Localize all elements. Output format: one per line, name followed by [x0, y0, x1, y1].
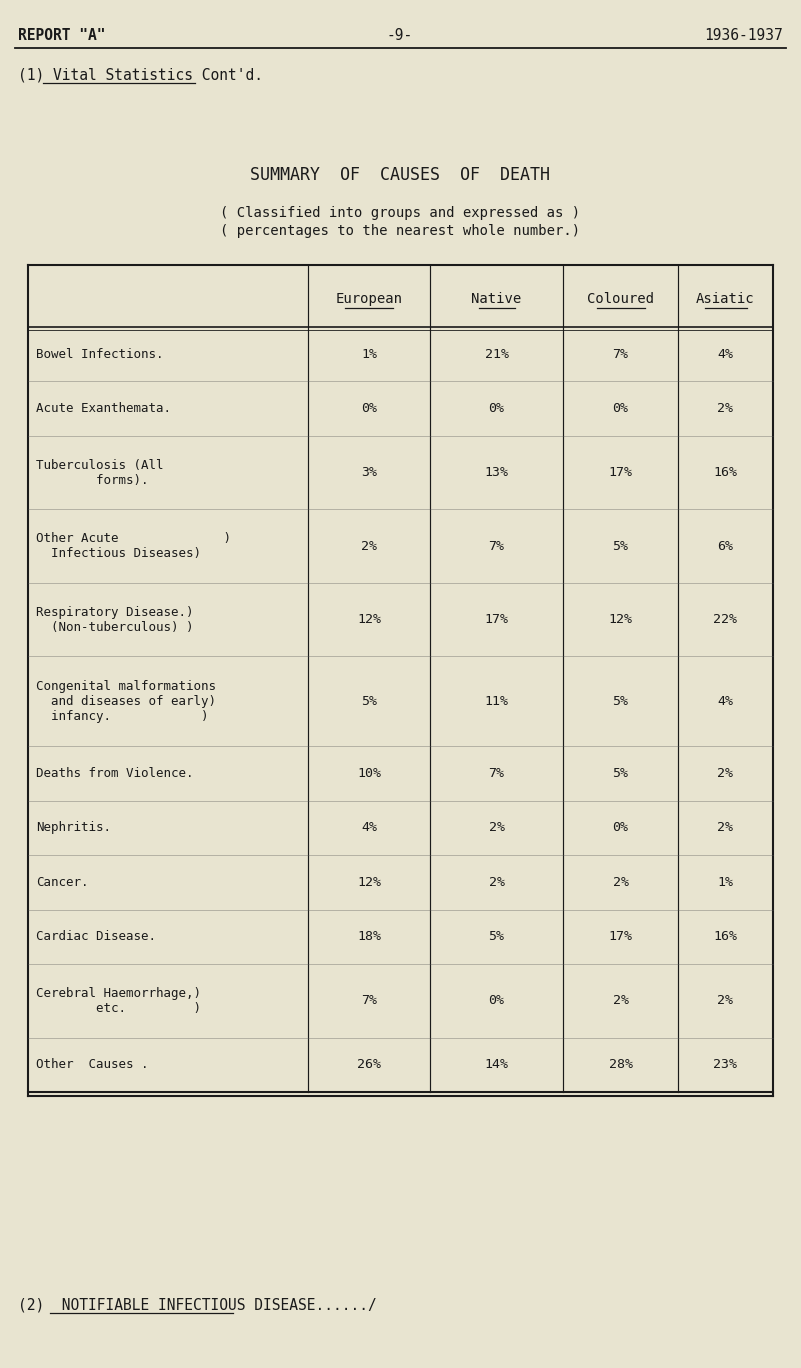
- Text: Asiatic: Asiatic: [696, 293, 755, 306]
- Text: 16%: 16%: [714, 930, 738, 944]
- Text: 2%: 2%: [718, 995, 734, 1007]
- Text: 4%: 4%: [718, 347, 734, 361]
- Text: 4%: 4%: [718, 695, 734, 707]
- Text: ( percentages to the nearest whole number.): ( percentages to the nearest whole numbe…: [220, 224, 580, 238]
- Text: 0%: 0%: [613, 402, 629, 415]
- Text: (2)  NOTIFIABLE INFECTIOUS DISEASE....../: (2) NOTIFIABLE INFECTIOUS DISEASE....../: [18, 1297, 376, 1312]
- Text: Cardiac Disease.: Cardiac Disease.: [36, 930, 156, 944]
- Text: 7%: 7%: [613, 347, 629, 361]
- Text: 2%: 2%: [613, 876, 629, 889]
- Text: 14%: 14%: [485, 1059, 509, 1071]
- Text: Acute Exanthemata.: Acute Exanthemata.: [36, 402, 171, 415]
- Text: Congenital malformations: Congenital malformations: [36, 680, 216, 692]
- Text: 18%: 18%: [357, 930, 381, 944]
- Text: Infectious Diseases): Infectious Diseases): [36, 547, 201, 560]
- Text: 2%: 2%: [613, 995, 629, 1007]
- Text: 28%: 28%: [609, 1059, 633, 1071]
- Text: Other Acute              ): Other Acute ): [36, 532, 231, 546]
- Text: 1%: 1%: [361, 347, 377, 361]
- Text: 2%: 2%: [718, 402, 734, 415]
- Text: 5%: 5%: [489, 930, 505, 944]
- Text: 1%: 1%: [718, 876, 734, 889]
- Text: 0%: 0%: [489, 995, 505, 1007]
- Text: Native: Native: [471, 293, 521, 306]
- Text: 12%: 12%: [609, 613, 633, 627]
- Text: Deaths from Violence.: Deaths from Violence.: [36, 767, 194, 780]
- Text: 0%: 0%: [489, 402, 505, 415]
- Text: Nephritis.: Nephritis.: [36, 821, 111, 834]
- Text: 2%: 2%: [718, 821, 734, 834]
- Text: (Non-tuberculous) ): (Non-tuberculous) ): [36, 621, 194, 633]
- Text: 5%: 5%: [613, 767, 629, 780]
- Text: Respiratory Disease.): Respiratory Disease.): [36, 606, 194, 618]
- Text: -9-: -9-: [387, 27, 413, 42]
- Text: 12%: 12%: [357, 876, 381, 889]
- Text: 10%: 10%: [357, 767, 381, 780]
- Text: 12%: 12%: [357, 613, 381, 627]
- Text: 7%: 7%: [361, 995, 377, 1007]
- Text: 1936-1937: 1936-1937: [704, 27, 783, 42]
- Text: infancy.            ): infancy. ): [36, 710, 208, 722]
- Text: 16%: 16%: [714, 466, 738, 479]
- Text: REPORT "A": REPORT "A": [18, 27, 106, 42]
- Text: 2%: 2%: [361, 539, 377, 553]
- Text: European: European: [336, 293, 402, 306]
- Text: etc.         ): etc. ): [36, 1001, 201, 1015]
- Text: 13%: 13%: [485, 466, 509, 479]
- Text: 17%: 17%: [609, 930, 633, 944]
- Text: 4%: 4%: [361, 821, 377, 834]
- Text: Other  Causes .: Other Causes .: [36, 1059, 148, 1071]
- Text: 23%: 23%: [714, 1059, 738, 1071]
- Text: 7%: 7%: [489, 539, 505, 553]
- Text: Tuberculosis (All: Tuberculosis (All: [36, 458, 163, 472]
- Text: Cancer.: Cancer.: [36, 876, 88, 889]
- Text: 2%: 2%: [718, 767, 734, 780]
- Text: 7%: 7%: [489, 767, 505, 780]
- Text: 17%: 17%: [485, 613, 509, 627]
- Text: Coloured: Coloured: [587, 293, 654, 306]
- Text: and diseases of early): and diseases of early): [36, 695, 216, 707]
- Text: SUMMARY  OF  CAUSES  OF  DEATH: SUMMARY OF CAUSES OF DEATH: [250, 166, 550, 185]
- Text: forms).: forms).: [36, 473, 148, 487]
- Text: 6%: 6%: [718, 539, 734, 553]
- Text: Bowel Infections.: Bowel Infections.: [36, 347, 163, 361]
- Text: 21%: 21%: [485, 347, 509, 361]
- Text: 26%: 26%: [357, 1059, 381, 1071]
- Text: (1) Vital Statistics Cont'd.: (1) Vital Statistics Cont'd.: [18, 67, 263, 82]
- Text: 0%: 0%: [361, 402, 377, 415]
- Text: 5%: 5%: [613, 539, 629, 553]
- Text: 0%: 0%: [613, 821, 629, 834]
- Text: 2%: 2%: [489, 821, 505, 834]
- Text: 5%: 5%: [613, 695, 629, 707]
- Text: Cerebral Haemorrhage,): Cerebral Haemorrhage,): [36, 986, 201, 1000]
- Text: 11%: 11%: [485, 695, 509, 707]
- Text: 17%: 17%: [609, 466, 633, 479]
- Text: 5%: 5%: [361, 695, 377, 707]
- Text: ( Classified into groups and expressed as ): ( Classified into groups and expressed a…: [220, 207, 580, 220]
- Text: 22%: 22%: [714, 613, 738, 627]
- Text: 2%: 2%: [489, 876, 505, 889]
- Text: 3%: 3%: [361, 466, 377, 479]
